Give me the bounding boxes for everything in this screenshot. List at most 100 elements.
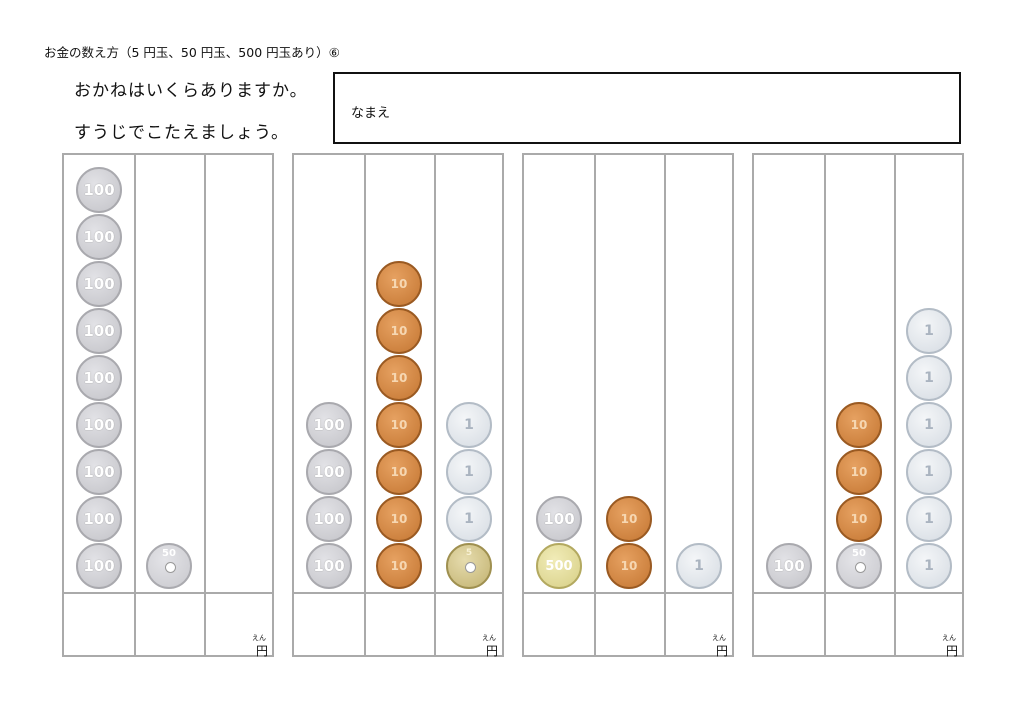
- coin-100-yen: 100: [306, 496, 352, 542]
- coin-label: 100: [83, 463, 115, 481]
- worksheet-title: お金の数え方（5 円玉、50 円玉、500 円玉あり）⑥: [44, 45, 340, 60]
- coin-column: 10 10 10 50: [824, 155, 894, 593]
- coin-50-yen: 50: [146, 543, 192, 589]
- coin-column: 100 100 100 100: [294, 155, 364, 593]
- name-box[interactable]: なまえ: [333, 72, 961, 144]
- coin-label: 10: [390, 418, 408, 432]
- coin-100-yen: 100: [76, 167, 122, 213]
- coin-label: 1: [924, 464, 934, 480]
- coin-label: 500: [545, 558, 573, 574]
- coin-label: 5: [465, 548, 473, 558]
- coin-100-yen: 100: [306, 543, 352, 589]
- yen-unit-label: 円: [945, 644, 958, 658]
- coin-5-yen: 5: [446, 543, 492, 589]
- answer-divider: [64, 592, 272, 594]
- coin-label: 10: [390, 371, 408, 385]
- instruction-line-2: すうじでこたえましょう。: [74, 123, 289, 143]
- column-divider: [134, 155, 136, 655]
- coin-label: 10: [390, 324, 408, 338]
- coin-label: 100: [543, 510, 575, 528]
- coin-1-yen: 1: [906, 496, 952, 542]
- coin-1-yen: 1: [906, 355, 952, 401]
- coin-label: 10: [390, 465, 408, 479]
- coin-10-yen: 10: [606, 496, 652, 542]
- coin-1-yen: 1: [906, 543, 952, 589]
- coin-column: 1 1 1 5: [434, 155, 504, 593]
- coin-100-yen: 100: [766, 543, 812, 589]
- coin-label: 100: [83, 228, 115, 246]
- problem-panel-1: 100 100 100 100 100 100 100 100 100 50 えん円: [62, 153, 274, 658]
- coin-column: 100 500: [524, 155, 594, 593]
- coin-column: 1: [664, 155, 734, 593]
- coin-100-yen: 100: [76, 261, 122, 307]
- name-label: なまえ: [351, 106, 391, 121]
- yen-ruby: えん: [712, 634, 726, 642]
- coin-10-yen: 10: [376, 402, 422, 448]
- coin-column: 1 1 1 1 1 1: [894, 155, 964, 593]
- coin-hole: [855, 562, 866, 573]
- coin-label: 50: [162, 548, 176, 559]
- coin-label: 1: [924, 370, 934, 386]
- coin-label: 100: [83, 275, 115, 293]
- coin-label: 100: [313, 557, 345, 575]
- coin-label: 100: [83, 416, 115, 434]
- coin-column: 100: [754, 155, 824, 593]
- coin-label: 100: [83, 322, 115, 340]
- coin-column: 50: [134, 155, 204, 593]
- instruction-line-1: おかねはいくらありますか。: [74, 81, 308, 101]
- yen-unit-label: 円: [485, 644, 498, 658]
- coin-10-yen: 10: [376, 543, 422, 589]
- coin-100-yen: 100: [76, 355, 122, 401]
- yen-unit-label: 円: [715, 644, 728, 658]
- coin-column: 100 100 100 100 100 100 100 100 100: [64, 155, 134, 593]
- coin-1-yen: 1: [906, 402, 952, 448]
- coin-label: 100: [83, 181, 115, 199]
- coin-label: 10: [390, 277, 408, 291]
- coin-label: 100: [313, 463, 345, 481]
- coin-10-yen: 10: [836, 496, 882, 542]
- coin-100-yen: 100: [76, 543, 122, 589]
- coin-label: 100: [313, 510, 345, 528]
- coin-1-yen: 1: [906, 449, 952, 495]
- coin-100-yen: 100: [76, 402, 122, 448]
- answer-divider: [524, 592, 732, 594]
- coin-label: 1: [464, 464, 474, 480]
- yen-ruby: えん: [482, 634, 496, 642]
- coin-label: 1: [924, 511, 934, 527]
- coin-label: 10: [620, 559, 638, 573]
- coin-label: 10: [850, 512, 868, 526]
- problem-panel-2: 100 100 100 100 10 10 10 10 10 10 10 1 1 1 5 えん円: [292, 153, 504, 658]
- coin-100-yen: 100: [306, 449, 352, 495]
- column-divider: [664, 155, 666, 655]
- yen-ruby: えん: [942, 634, 956, 642]
- coin-10-yen: 10: [376, 355, 422, 401]
- answer-divider: [294, 592, 502, 594]
- column-divider: [594, 155, 596, 655]
- coin-10-yen: 10: [606, 543, 652, 589]
- coin-label: 100: [83, 510, 115, 528]
- coin-10-yen: 10: [836, 449, 882, 495]
- yen-ruby: えん: [252, 634, 266, 642]
- coin-50-yen: 50: [836, 543, 882, 589]
- coin-hole: [465, 562, 476, 573]
- coin-column: 10 10: [594, 155, 664, 593]
- coin-hole: [165, 562, 176, 573]
- column-divider: [204, 155, 206, 655]
- column-divider: [824, 155, 826, 655]
- coin-column: 10 10 10 10 10 10 10: [364, 155, 434, 593]
- coin-1-yen: 1: [446, 402, 492, 448]
- answer-divider: [754, 592, 962, 594]
- coin-100-yen: 100: [76, 496, 122, 542]
- coin-100-yen: 100: [76, 308, 122, 354]
- coin-1-yen: 1: [676, 543, 722, 589]
- coin-1-yen: 1: [446, 496, 492, 542]
- coin-label: 100: [83, 557, 115, 575]
- column-divider: [434, 155, 436, 655]
- coin-10-yen: 10: [376, 496, 422, 542]
- coin-10-yen: 10: [376, 308, 422, 354]
- coin-label: 100: [313, 416, 345, 434]
- coin-label: 1: [694, 558, 704, 574]
- coin-10-yen: 10: [836, 402, 882, 448]
- coin-column: [204, 155, 274, 593]
- coin-500-yen: 500: [536, 543, 582, 589]
